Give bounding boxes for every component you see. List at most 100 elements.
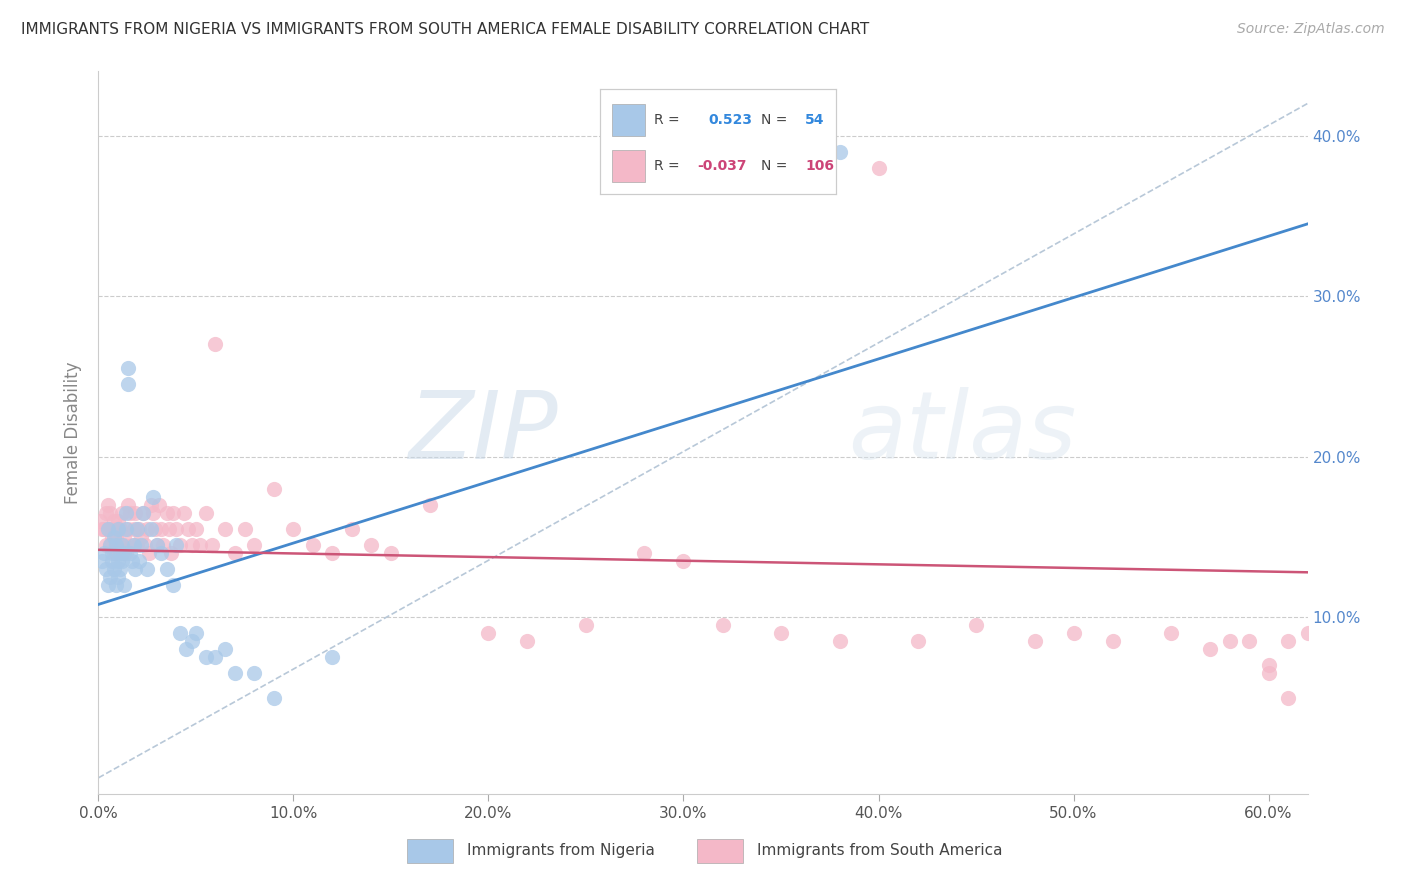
Point xyxy=(204,650,226,665)
Point xyxy=(128,554,150,568)
Point xyxy=(107,522,129,536)
Point xyxy=(124,506,146,520)
Point xyxy=(134,538,156,552)
Point xyxy=(200,538,222,552)
Point xyxy=(169,626,191,640)
Point xyxy=(769,626,792,640)
Point xyxy=(1277,690,1299,705)
Point xyxy=(148,498,170,512)
Point xyxy=(112,530,135,544)
Point xyxy=(1237,634,1260,648)
Point xyxy=(214,522,236,536)
Point xyxy=(321,650,343,665)
Point xyxy=(118,546,141,560)
Point xyxy=(142,490,165,504)
Text: atlas: atlas xyxy=(848,387,1077,478)
Point xyxy=(108,562,131,576)
Point xyxy=(117,498,139,512)
Bar xyxy=(697,839,742,863)
Point xyxy=(93,546,115,560)
Point xyxy=(162,506,184,520)
Point xyxy=(194,506,217,520)
Point xyxy=(302,538,325,552)
Point xyxy=(107,514,129,528)
Point xyxy=(103,530,125,544)
Point xyxy=(1393,634,1406,648)
Text: ZIP: ZIP xyxy=(408,387,558,478)
Point xyxy=(96,538,118,552)
Point xyxy=(112,546,135,560)
Point xyxy=(136,562,159,576)
Point xyxy=(156,562,179,576)
Point xyxy=(159,546,181,560)
Point xyxy=(575,618,598,632)
Point xyxy=(107,554,129,568)
Point xyxy=(139,522,162,536)
Point xyxy=(214,642,236,657)
Point xyxy=(516,634,538,648)
Point xyxy=(98,570,121,584)
Point xyxy=(101,554,124,568)
Point xyxy=(104,546,127,560)
Point xyxy=(263,482,285,496)
Point xyxy=(104,530,127,544)
Point xyxy=(1257,658,1279,673)
Point xyxy=(233,522,256,536)
Point xyxy=(169,538,191,552)
Point xyxy=(98,538,121,552)
Point xyxy=(128,522,150,536)
Text: Immigrants from Nigeria: Immigrants from Nigeria xyxy=(467,844,655,858)
Point xyxy=(108,522,131,536)
Point xyxy=(156,506,179,520)
Point xyxy=(101,522,124,536)
Point xyxy=(97,498,120,512)
Point xyxy=(103,562,125,576)
Point xyxy=(98,506,121,520)
Point xyxy=(114,546,136,560)
Point xyxy=(149,546,172,560)
Point xyxy=(131,530,153,544)
Point xyxy=(907,634,929,648)
Point xyxy=(91,554,114,568)
Point xyxy=(828,145,851,159)
Point xyxy=(136,522,159,536)
Point xyxy=(633,546,655,560)
Point xyxy=(380,546,402,560)
Point xyxy=(108,538,131,552)
Point xyxy=(184,626,207,640)
Point xyxy=(96,562,118,576)
Point xyxy=(263,690,285,705)
Point xyxy=(340,522,363,536)
Point xyxy=(97,522,120,536)
Point xyxy=(91,522,114,536)
Point xyxy=(828,634,851,648)
Point xyxy=(93,522,115,536)
Point xyxy=(224,666,246,681)
Point xyxy=(111,506,134,520)
Point xyxy=(104,538,127,552)
Point xyxy=(188,538,211,552)
Point xyxy=(127,522,149,536)
Point xyxy=(360,538,382,552)
Point xyxy=(111,546,134,560)
Point xyxy=(204,337,226,351)
Point xyxy=(108,546,131,560)
Point xyxy=(321,546,343,560)
Point xyxy=(173,506,195,520)
Point xyxy=(711,618,734,632)
Point xyxy=(868,161,890,175)
Y-axis label: Female Disability: Female Disability xyxy=(65,361,83,504)
Point xyxy=(121,554,143,568)
Point xyxy=(139,498,162,512)
Point xyxy=(672,554,695,568)
Point xyxy=(101,530,124,544)
Point xyxy=(107,570,129,584)
Point xyxy=(1101,634,1123,648)
Point xyxy=(184,522,207,536)
Point xyxy=(107,522,129,536)
Point xyxy=(138,546,160,560)
Point xyxy=(177,522,200,536)
Point xyxy=(103,514,125,528)
Point xyxy=(127,538,149,552)
Point xyxy=(142,506,165,520)
